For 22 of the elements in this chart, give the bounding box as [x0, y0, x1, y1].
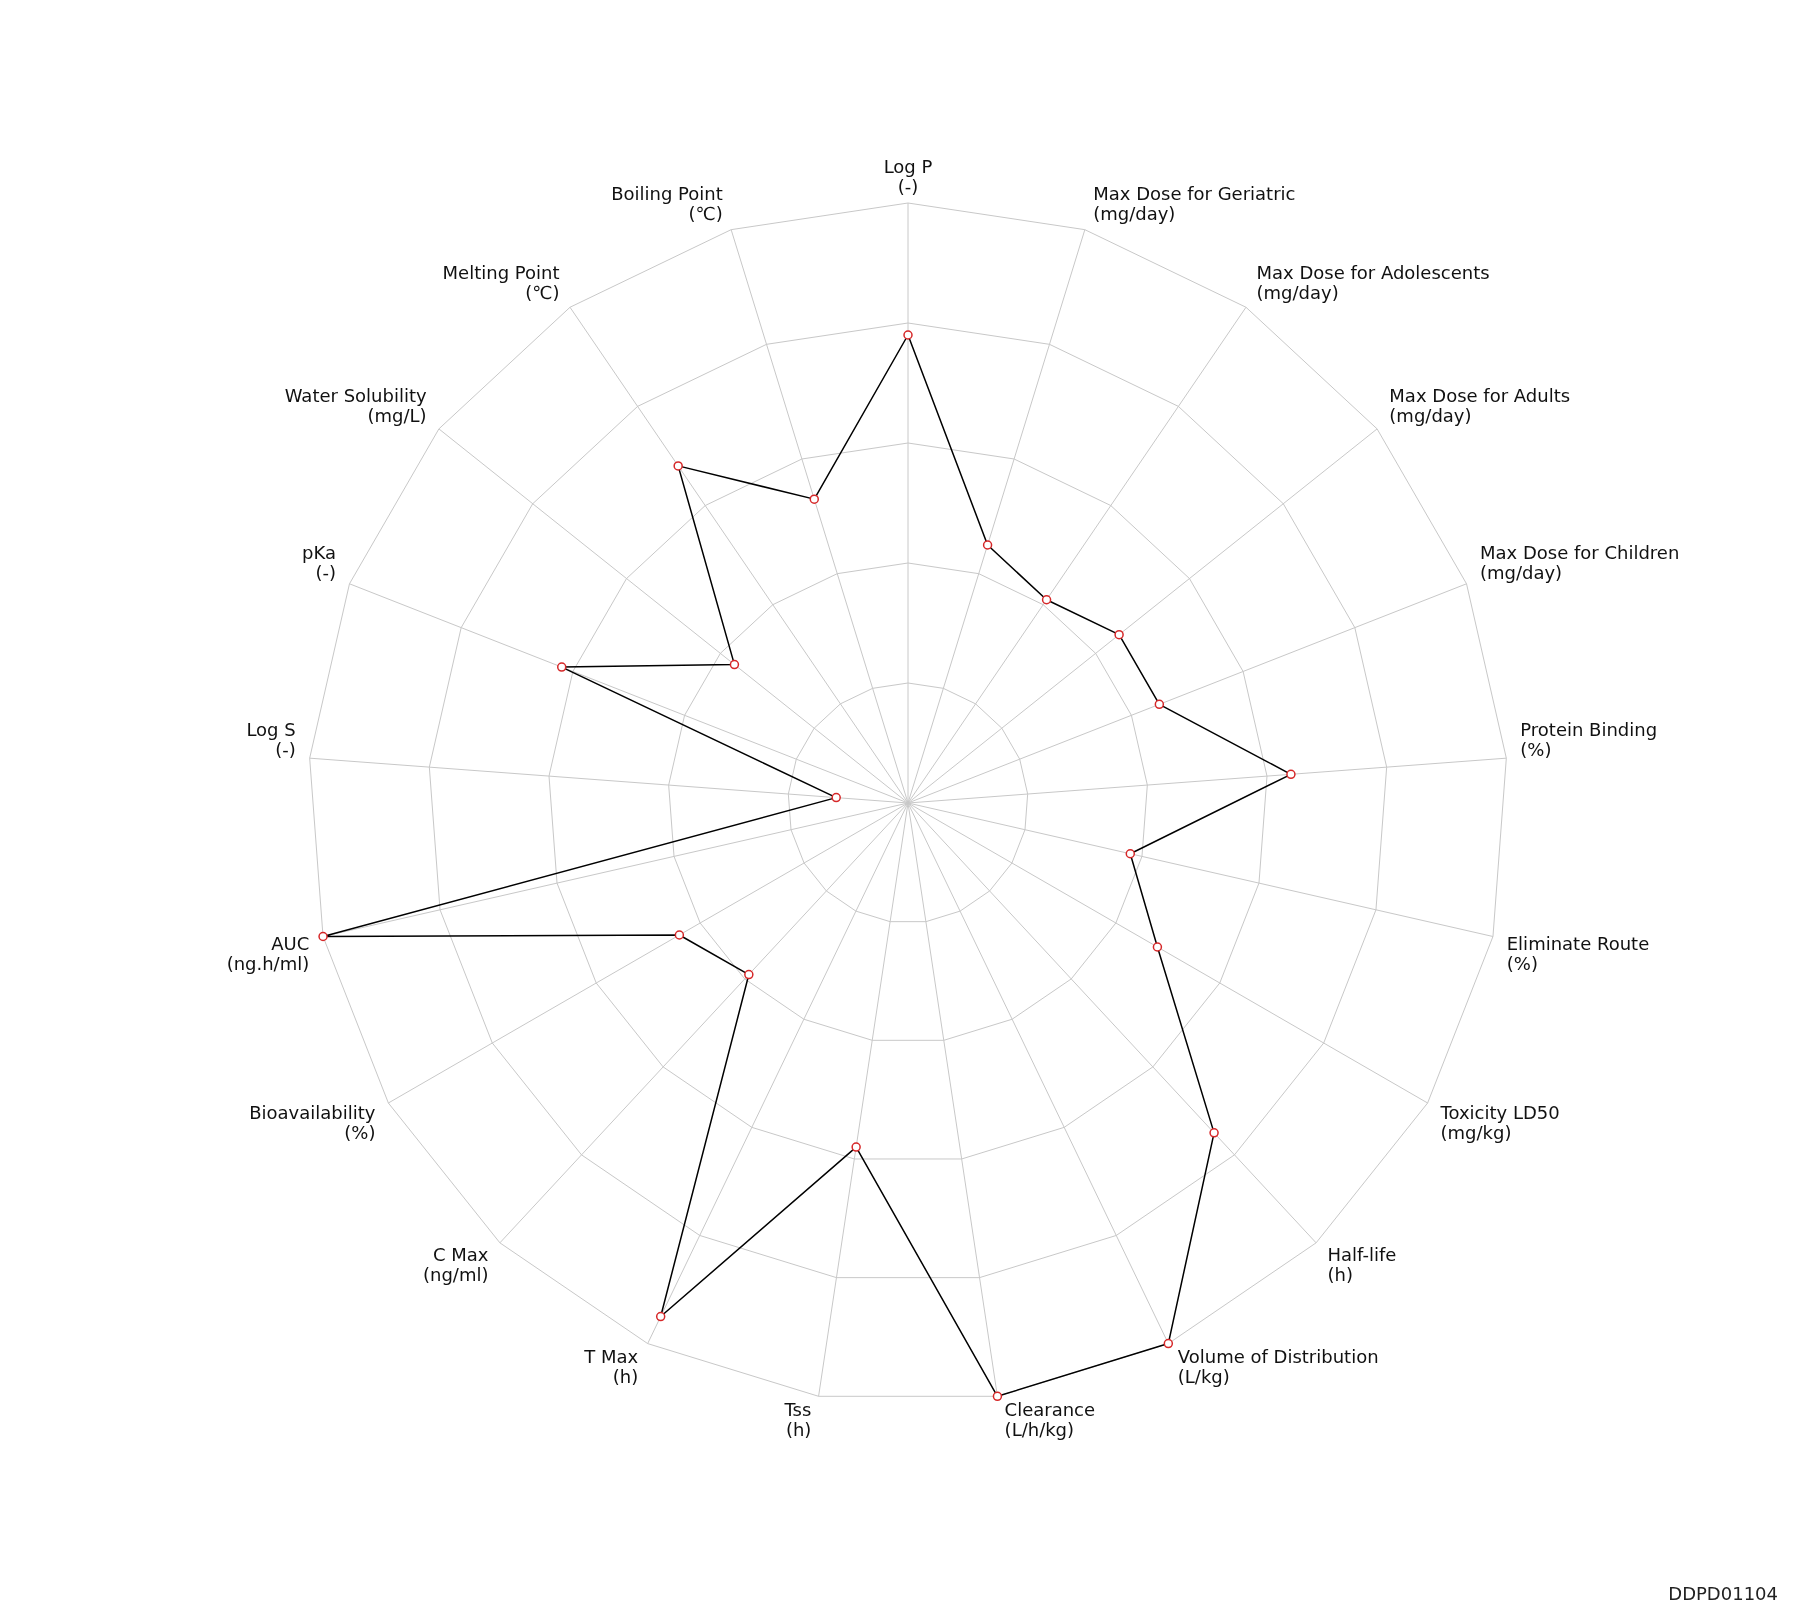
- spoke-label: Eliminate Route (%): [1506, 933, 1650, 975]
- spoke-label: Melting Point (℃): [442, 261, 560, 303]
- spoke-label: T Max (h): [583, 1345, 639, 1387]
- spoke-label: Tss (h): [783, 1399, 812, 1441]
- spoke-label: Max Dose for Children (mg/day): [1479, 541, 1680, 583]
- spoke-label: C Max (ng/ml): [422, 1243, 489, 1285]
- spoke-label: Max Dose for Geriatric (mg/day): [1093, 183, 1296, 225]
- spoke-label: Toxicity LD50 (mg/kg): [1439, 1102, 1560, 1143]
- spoke-label: Max Dose for Adolescents (mg/day): [1256, 261, 1490, 303]
- spoke-label: Max Dose for Adults (mg/day): [1389, 384, 1571, 426]
- spoke-label: Bioavailability (%): [249, 1102, 376, 1143]
- spoke-label: Protein Binding (%): [1520, 718, 1658, 760]
- spoke-label: AUC (ng.h/ml): [226, 933, 310, 975]
- spoke-label: pKa (-): [302, 541, 337, 583]
- spoke-label: Half-life (h): [1327, 1243, 1397, 1285]
- spoke-label: Water Solubility (mg/L): [284, 384, 427, 426]
- spoke-label: Boiling Point (℃): [611, 183, 723, 225]
- spoke-label: Log S (-): [246, 718, 296, 760]
- text: DDPD01104: [1668, 1583, 1778, 1600]
- spoke-label: Volume of Distribution (L/kg): [1177, 1345, 1379, 1387]
- spoke-label: Clearance (L/h/kg): [1004, 1399, 1096, 1441]
- spoke-label: Log P (-): [883, 156, 933, 197]
